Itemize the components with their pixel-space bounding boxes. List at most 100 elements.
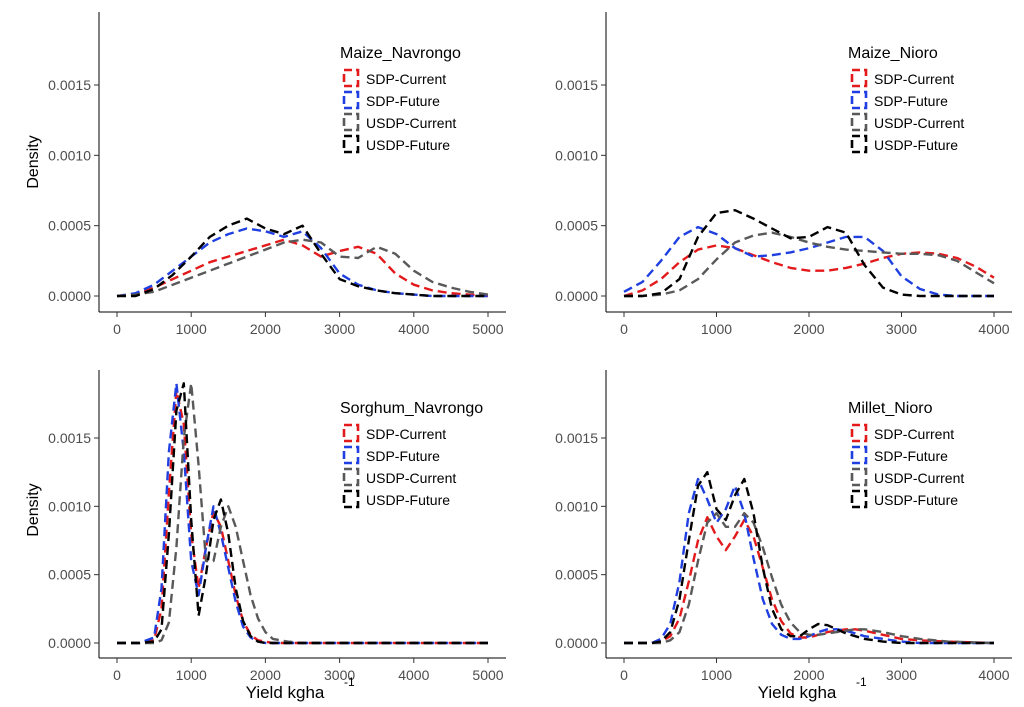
legend-key-sdp-future [342, 90, 360, 110]
y-tick-label: 0.0015 [48, 430, 91, 446]
series-line-sdp-future [624, 477, 994, 645]
series-line-sdp-current [624, 516, 995, 645]
legend-key-usdp-current [342, 112, 360, 132]
x-tick-label: 5000 [472, 667, 503, 683]
legend-label: USDP-Future [366, 492, 450, 508]
legend-label: SDP-Future [874, 93, 948, 109]
x-tick-label: 4000 [978, 321, 1009, 337]
x-tick-label: 0 [113, 667, 121, 683]
series-line-sdp-future [623, 225, 994, 298]
y-tick-label: 0.0015 [555, 77, 598, 93]
x-axis-title-left: Yield kgha -1 [246, 675, 355, 702]
legend-label: SDP-Current [874, 426, 954, 442]
x-tick-label: 0 [620, 667, 628, 683]
legend-key-usdp-current [342, 467, 360, 487]
x-axis-title-superscript: -1 [344, 675, 355, 689]
y-axis-label-top: Density [25, 135, 42, 188]
series-line-usdp-current [624, 231, 995, 298]
legend-label: USDP-Current [366, 115, 456, 131]
legend-label: USDP-Future [874, 492, 958, 508]
legend-title: Sorghum_Navrongo [340, 400, 483, 417]
chart-panel: 0 1000 2000 3000 4000 0.0000 0.0005 0.0010 0.001… [555, 370, 1012, 683]
x-tick-label: 3000 [886, 667, 917, 683]
legend-key-sdp-current [850, 423, 868, 443]
y-tick-label: 0.0000 [48, 288, 91, 304]
x-axis-title-main: Yield kgha [246, 683, 325, 702]
x-axis-title-main: Yield kgha [758, 683, 837, 702]
y-tick-label: 0.0015 [48, 77, 91, 93]
legend-label: USDP-Future [874, 137, 958, 153]
x-tick-label: 1000 [701, 321, 732, 337]
legend-key-sdp-future [342, 445, 360, 465]
series-line-sdp-current [623, 244, 995, 298]
legend: Maize_Nioro SDP-Current SDP-Future USDP-Cur… [848, 45, 964, 154]
series-line-sdp-future [117, 382, 488, 645]
legend-key-sdp-future [850, 445, 868, 465]
legend-label: USDP-Current [874, 115, 964, 131]
series-line-usdp-future [117, 382, 488, 645]
legend: Sorghum_Navrongo SDP-Current SDP-Future USD… [340, 400, 483, 509]
y-tick-label: 0.0005 [555, 567, 598, 583]
x-tick-label: 1000 [176, 667, 207, 683]
x-tick-label: 4000 [398, 321, 429, 337]
legend-label: SDP-Current [366, 426, 446, 442]
series-line-usdp-current [624, 512, 995, 645]
legend: Millet_Nioro SDP-Current SDP-Future USDP-Cu… [848, 400, 964, 509]
legend-label: USDP-Current [874, 470, 964, 486]
chart-panel: 0 1000 2000 3000 4000 5000 0.0000 0.0005 0.0010 0… [48, 370, 506, 683]
legend-label: USDP-Future [366, 137, 450, 153]
series-line-usdp-current [116, 238, 489, 298]
x-axis-title-superscript: -1 [856, 675, 867, 689]
legend-label: USDP-Current [366, 470, 456, 486]
x-axis-title-right: Yield kgha -1 [758, 675, 867, 702]
y-tick-label: 0.0000 [555, 635, 598, 651]
y-tick-label: 0.0005 [48, 218, 91, 234]
chart-panel: 0 1000 2000 3000 4000 0.0000 0.0005 0.0010 0.001… [555, 12, 1012, 337]
x-tick-label: 3000 [886, 321, 917, 337]
series-line-usdp-future [117, 217, 488, 298]
legend-key-sdp-current [850, 68, 868, 88]
legend-key-usdp-future [342, 489, 360, 509]
legend-key-sdp-current [342, 68, 360, 88]
legend-key-sdp-future [850, 90, 868, 110]
series-line-sdp-current [116, 238, 489, 298]
legend-label: SDP-Current [366, 71, 446, 87]
y-tick-label: 0.0010 [48, 147, 91, 163]
legend-key-sdp-current [342, 423, 360, 443]
chart-panel: 0 1000 2000 3000 4000 5000 0.0000 0.0005 0.0010 0… [48, 12, 506, 337]
legend-label: SDP-Future [366, 448, 440, 464]
y-tick-label: 0.0010 [555, 498, 598, 514]
legend-key-usdp-future [342, 134, 360, 154]
legend: Maize_Navrongo SDP-Current SDP-Future USDP-… [340, 45, 461, 154]
legend-key-usdp-current [850, 112, 868, 132]
x-tick-label: 1000 [176, 321, 207, 337]
y-tick-label: 0.0010 [48, 498, 91, 514]
x-tick-label: 2000 [250, 667, 281, 683]
legend-key-usdp-future [850, 489, 868, 509]
series-line-usdp-future [624, 209, 994, 298]
legend-label: SDP-Current [874, 71, 954, 87]
y-tick-label: 0.0005 [48, 567, 91, 583]
y-tick-label: 0.0000 [555, 288, 598, 304]
series-line-usdp-future [624, 471, 994, 645]
x-tick-label: 2000 [250, 321, 281, 337]
x-tick-label: 2000 [793, 321, 824, 337]
x-tick-label: 3000 [324, 667, 355, 683]
legend-title: Maize_Nioro [848, 45, 938, 62]
x-tick-label: 1000 [701, 667, 732, 683]
x-tick-label: 5000 [472, 321, 503, 337]
legend-title: Maize_Navrongo [340, 45, 461, 62]
x-tick-label: 0 [620, 321, 628, 337]
legend-key-usdp-future [850, 134, 868, 154]
legend-title: Millet_Nioro [848, 400, 933, 417]
legend-label: SDP-Future [366, 93, 440, 109]
y-tick-label: 0.0010 [555, 147, 598, 163]
x-tick-label: 0 [113, 321, 121, 337]
legend-key-usdp-current [850, 467, 868, 487]
y-axis-label-bottom: Density [25, 483, 42, 536]
x-tick-label: 4000 [398, 667, 429, 683]
x-tick-label: 4000 [978, 667, 1009, 683]
y-tick-label: 0.0015 [555, 430, 598, 446]
x-tick-label: 3000 [324, 321, 355, 337]
